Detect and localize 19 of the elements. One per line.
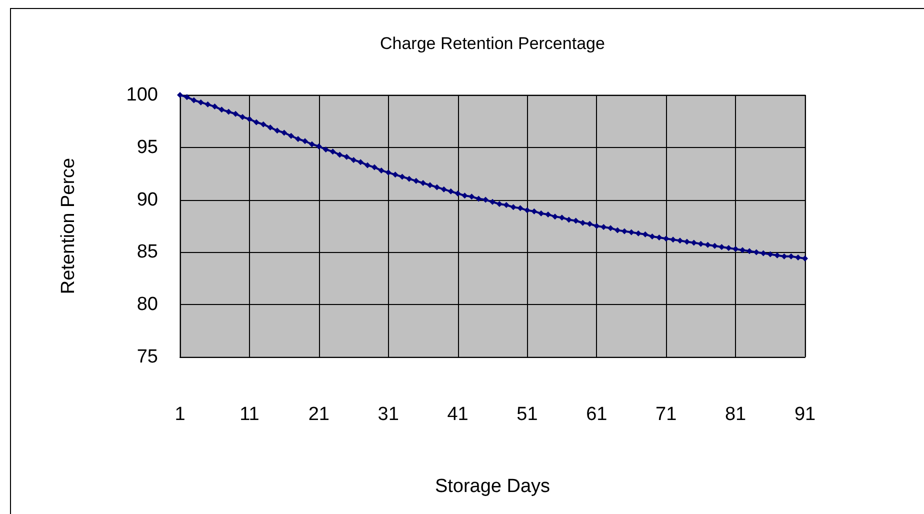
y-tick-label: 95 bbox=[136, 136, 158, 158]
x-tick-label: 91 bbox=[794, 404, 816, 425]
y-tick-label: 80 bbox=[136, 294, 158, 316]
y-tick-label: 90 bbox=[136, 189, 158, 210]
y-tick-label: 75 bbox=[136, 346, 158, 368]
x-tick-label: 81 bbox=[724, 404, 746, 425]
x-axis-title: Storage Days bbox=[434, 476, 550, 497]
y-tick-label: 100 bbox=[126, 84, 158, 106]
x-tick-label: 71 bbox=[656, 404, 677, 425]
y-tick-label: 85 bbox=[136, 242, 158, 263]
x-tick-label: 41 bbox=[447, 404, 468, 425]
x-tick-label: 11 bbox=[240, 404, 260, 425]
x-tick-label: 31 bbox=[378, 404, 399, 425]
y-axis-title: Retention Perce bbox=[58, 158, 79, 294]
x-tick-label: 61 bbox=[586, 404, 608, 425]
x-tick-label: 21 bbox=[308, 404, 330, 425]
x-tick-label: 1 bbox=[174, 404, 186, 425]
x-tick-label: 51 bbox=[516, 404, 538, 425]
chart-title: Charge Retention Percentage bbox=[380, 34, 605, 53]
